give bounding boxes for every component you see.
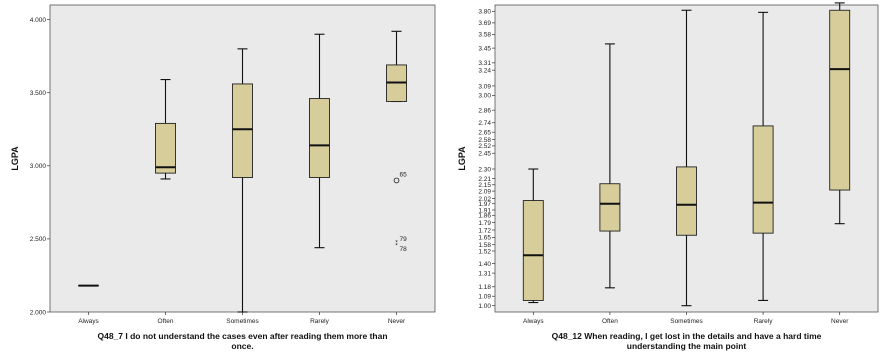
- chart1-outlier-label: 78: [400, 246, 408, 253]
- chart2-ytick-label: 2.65: [478, 130, 491, 137]
- chart2-ytick-label: 3.58: [478, 32, 491, 39]
- chart1-x-axis-label: Q48_7 I do not understand the cases even…: [97, 331, 387, 341]
- chart2-box: [676, 166, 697, 236]
- chart1-y-axis-label: LGPA: [10, 146, 20, 171]
- chart2-x-axis-label: understanding the main point: [627, 341, 747, 351]
- chart2-ytick-label: 1.09: [478, 294, 491, 301]
- chart2-ytick-label: 2.15: [478, 182, 491, 189]
- chart2-xtick-label: Always: [523, 318, 544, 325]
- chart2-ytick-label: 1.52: [478, 248, 491, 255]
- chart2-ytick-label: 1.72: [478, 227, 491, 234]
- chart2-ytick-label: 2.52: [478, 143, 491, 150]
- chart2-ytick-label: 2.86: [478, 107, 491, 114]
- chart2-ytick-label: 1.65: [478, 235, 491, 242]
- chart2-ytick-label: 2.45: [478, 151, 491, 158]
- chart2-ytick-label: 2.21: [478, 176, 491, 183]
- chart2-xtick-label: Rarely: [754, 318, 774, 325]
- chart2-box: [752, 125, 774, 234]
- chart2-ytick-label: 1.40: [478, 261, 491, 268]
- chart2-ytick-label: 1.97: [478, 201, 491, 208]
- chart1-outlier-point: [393, 177, 400, 184]
- chart1-outlier-point: *: [395, 242, 398, 249]
- chart2-x-axis-label: Q48_12 When reading, I get lost in the d…: [552, 331, 822, 341]
- chart1-outlier-label: 65: [400, 171, 408, 178]
- chart2-ytick-label: 2.30: [478, 166, 491, 173]
- chart2-ytick-label: 2.74: [478, 120, 491, 127]
- chart1-box: [309, 98, 330, 178]
- chart2-ytick-label: 1.58: [478, 242, 491, 249]
- chart1-xtick-label: Never: [388, 318, 406, 325]
- chart2-ytick-label: 3.80: [478, 9, 491, 16]
- chart1-ytick-label: 4.000: [30, 17, 47, 24]
- chart2-ytick-label: 1.31: [478, 270, 491, 277]
- chart1-x-axis-label: once.: [231, 341, 253, 351]
- chart2-ytick-label: 1.79: [478, 220, 491, 227]
- chart1-xtick-label: Sometimes: [226, 318, 259, 325]
- chart1-ytick-label: 3.500: [30, 90, 47, 97]
- chart1-ytick-label: 2.500: [30, 236, 47, 243]
- chart2-y-axis-label: LGPA: [457, 146, 467, 171]
- chart2-ytick-label: 1.86: [478, 213, 491, 220]
- chart1-box: [232, 83, 253, 178]
- chart2-xtick-label: Never: [831, 318, 849, 325]
- chart2-xtick-label: Sometimes: [670, 318, 703, 325]
- chart2-xtick-label: Often: [602, 318, 618, 325]
- chart2-ytick-label: 3.45: [478, 45, 491, 52]
- chart2-ytick-label: 3.31: [478, 60, 491, 67]
- chart1-xtick-label: Often: [158, 318, 174, 325]
- chart2-ytick-label: 1.00: [478, 303, 491, 310]
- chart2-ytick-label: 1.18: [478, 284, 491, 291]
- chart2-ytick-label: 2.58: [478, 137, 491, 144]
- chart1-ytick-label: 3.000: [30, 163, 47, 170]
- chart2-ytick-label: 3.09: [478, 83, 491, 90]
- chart1-xtick-label: Always: [78, 318, 99, 325]
- chart2-ytick-label: 2.02: [478, 196, 491, 203]
- chart1-xtick-label: Rarely: [310, 318, 330, 325]
- chart1-outlier-point: *: [395, 239, 398, 246]
- chart2-box: [522, 200, 544, 301]
- chart2-box: [599, 183, 621, 232]
- chart2-ytick-label: 3.00: [478, 93, 491, 100]
- chart1-box: [155, 122, 176, 174]
- chart2-ytick-label: 3.24: [478, 67, 491, 74]
- chart2-box: [829, 9, 851, 191]
- chart2-ytick-label: 3.69: [478, 20, 491, 27]
- chart1-outlier-label: 79: [400, 236, 408, 243]
- chart2-ytick-label: 2.09: [478, 188, 491, 195]
- chart1-ytick-label: 2.000: [30, 309, 47, 316]
- chart2-ytick-label: 1.91: [478, 207, 491, 214]
